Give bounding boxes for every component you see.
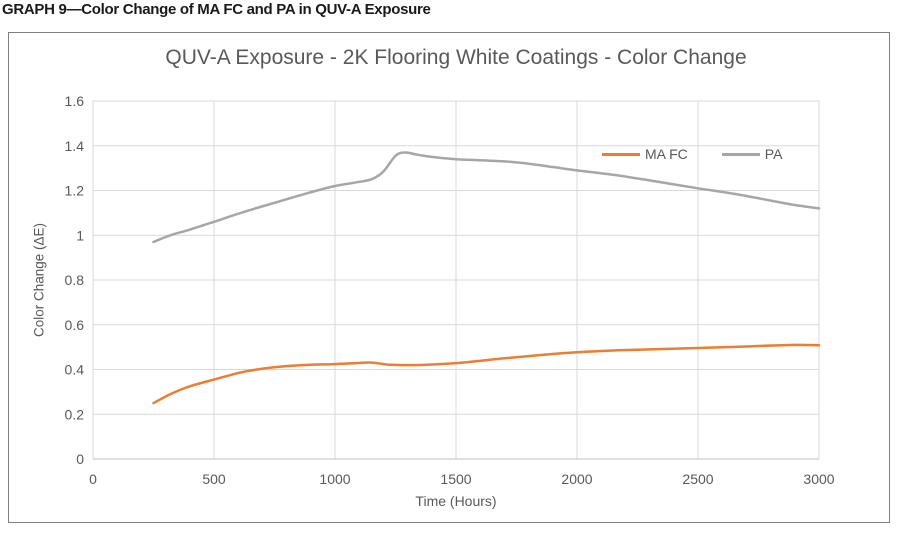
x-tick-label: 3000 xyxy=(803,471,834,487)
y-tick-label: 0 xyxy=(76,451,84,467)
legend-item-pa: PA xyxy=(721,146,783,162)
y-tick-label: 1.4 xyxy=(65,138,85,154)
series-line-ma-fc xyxy=(152,343,821,405)
x-axis-title: Time (Hours) xyxy=(415,493,497,509)
ma-fc-line-swatch xyxy=(602,152,640,156)
y-tick-label: 1 xyxy=(76,227,84,243)
figure-caption: GRAPH 9—Color Change of MA FC and PA in … xyxy=(2,1,431,18)
x-tick-label: 1500 xyxy=(440,471,471,487)
x-tick-label: 0 xyxy=(89,471,97,487)
y-tick-label: 0.4 xyxy=(65,362,85,378)
x-tick-label: 2000 xyxy=(561,471,592,487)
x-tick-label: 1000 xyxy=(319,471,350,487)
chart-legend: MA FC PA xyxy=(602,146,782,162)
y-tick-label: 0.2 xyxy=(65,406,85,422)
y-tick-label: 0.6 xyxy=(65,317,85,333)
y-tick-label: 0.8 xyxy=(65,272,85,288)
x-tick-label: 2500 xyxy=(682,471,713,487)
legend-label-pa: PA xyxy=(764,146,783,162)
y-tick-label: 1.6 xyxy=(65,93,85,109)
y-tick-label: 1.2 xyxy=(65,183,85,199)
chart-title: QUV-A Exposure - 2K Flooring White Coati… xyxy=(165,46,747,69)
chart-frame: QUV-A Exposure - 2K Flooring White Coati… xyxy=(8,32,890,523)
series-line-pa xyxy=(152,151,821,244)
legend-item-ma-fc: MA FC xyxy=(602,146,688,162)
y-axis-title: Color Change (ΔE) xyxy=(31,222,47,338)
pa-line-swatch xyxy=(721,152,760,156)
legend-label-ma-fc: MA FC xyxy=(645,146,688,162)
x-tick-label: 500 xyxy=(202,471,226,487)
line-chart-plot: 0 500 1000 1500 2000 2500 3000 0 0.2 0.4 0.6 0.8 1 1.… xyxy=(65,93,835,487)
